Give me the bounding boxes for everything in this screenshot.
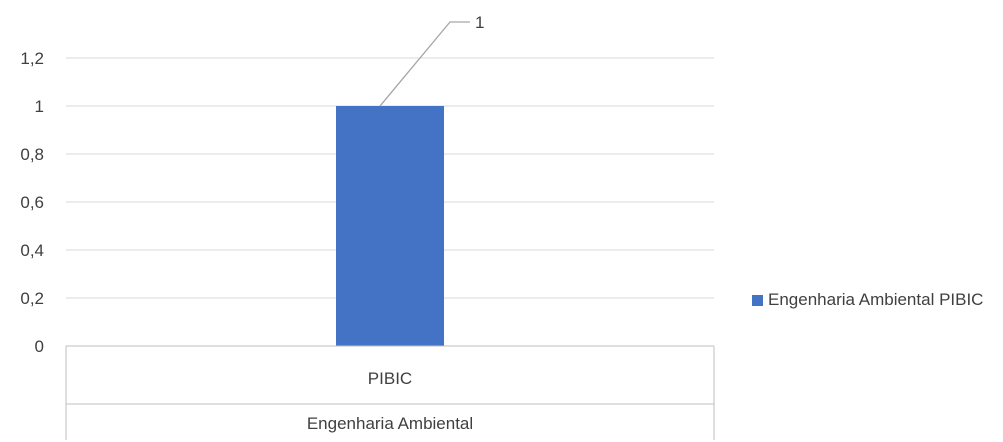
y-tick-label: 1,2 xyxy=(20,49,44,68)
legend-swatch-icon xyxy=(752,294,763,306)
x-axis: PIBIC Engenharia Ambiental xyxy=(65,345,715,440)
bar xyxy=(336,106,444,346)
y-axis-ticks: 0 0,2 0,4 0,6 0,8 1 1,2 xyxy=(20,49,44,356)
data-labels: 1 xyxy=(379,13,484,107)
y-tick-label: 0,4 xyxy=(20,241,44,260)
y-tick-label: 0,2 xyxy=(20,289,44,308)
x-group-label: Engenharia Ambiental xyxy=(307,414,473,433)
legend: Engenharia Ambiental PIBIC xyxy=(752,290,983,310)
data-label: 1 xyxy=(475,13,484,32)
y-tick-label: 1 xyxy=(35,97,44,116)
legend-entry-label: Engenharia Ambiental PIBIC xyxy=(768,290,984,309)
y-tick-label: 0,6 xyxy=(20,193,44,212)
x-category-label: PIBIC xyxy=(368,369,412,388)
bars xyxy=(336,106,444,346)
y-tick-label: 0 xyxy=(35,337,44,356)
data-label-leader-line xyxy=(379,21,470,107)
y-tick-label: 0,8 xyxy=(20,145,44,164)
